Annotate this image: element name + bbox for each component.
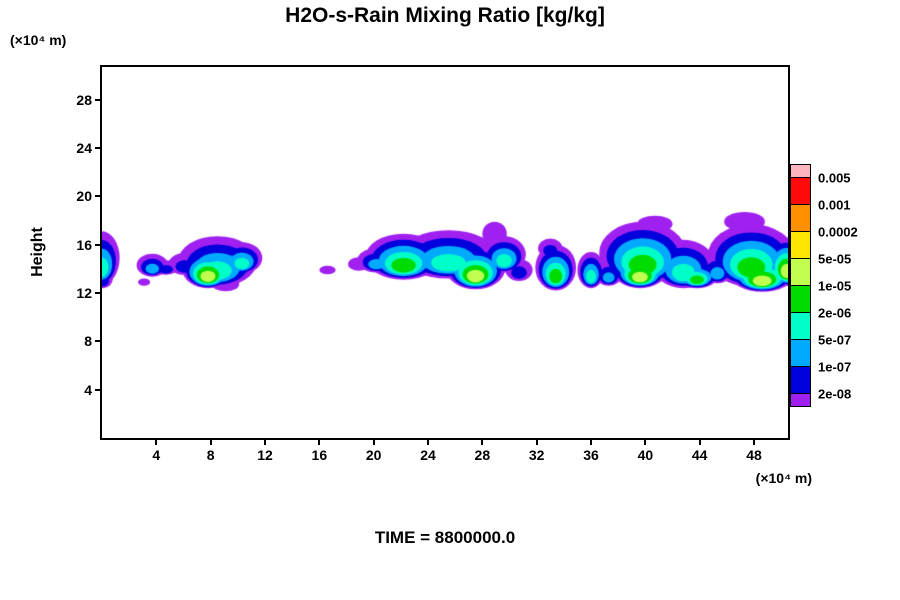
colorbar-segment — [790, 231, 811, 259]
colorbar-label: 2e-08 — [818, 386, 852, 402]
colorbar-labels: 0.005 0.001 0.0002 5e-05 1e-05 2e-06 5e-07 1e-0… — [818, 164, 888, 418]
colorbar-label: 1e-05 — [818, 278, 852, 294]
y-tick-mark — [95, 98, 102, 101]
colorbar-segment — [790, 258, 811, 286]
y-axis-title: Height — [29, 227, 46, 277]
x-tick-mark — [264, 438, 266, 445]
y-tick-label: 24 — [76, 139, 92, 156]
y-axis-unit-label: (×10⁴ m) — [10, 32, 67, 48]
y-tick-mark — [95, 291, 102, 294]
chart-title: H2O-s-Rain Mixing Ratio [kg/kg] — [285, 4, 605, 27]
x-tick-mark — [481, 438, 484, 445]
x-tick-label: 32 — [528, 447, 545, 463]
colorbar-segment — [790, 339, 811, 367]
colorbar-segment — [790, 164, 811, 178]
contour-canvas — [102, 67, 788, 438]
x-tick-label: 20 — [365, 447, 382, 463]
x-tick-label: 48 — [746, 447, 762, 463]
colorbar-segment — [790, 366, 811, 394]
y-tick-mark — [95, 146, 102, 149]
y-tick-label: 28 — [76, 91, 92, 108]
x-tick-mark — [753, 438, 756, 445]
y-tick-mark — [95, 195, 102, 198]
y-tick-mark — [95, 340, 102, 343]
colorbar-label: 0.0002 — [818, 224, 858, 240]
colorbar-segment — [790, 312, 811, 340]
x-tick-mark — [427, 438, 430, 445]
colorbar-label: 1e-07 — [818, 359, 852, 375]
colorbar-label: 5e-05 — [818, 251, 852, 267]
x-tick-mark — [590, 438, 593, 445]
x-tick-mark — [209, 438, 212, 445]
x-tick-mark — [372, 438, 375, 445]
x-tick-label: 40 — [637, 447, 654, 463]
y-tick-label: 12 — [76, 284, 92, 301]
y-tick-mark — [95, 243, 102, 246]
y-tick-label: 20 — [76, 188, 92, 205]
x-tick-label: 28 — [474, 447, 491, 463]
colorbar — [790, 164, 811, 407]
x-tick-label: 24 — [420, 447, 436, 463]
time-annotation: TIME = 8800000.0 — [374, 528, 516, 547]
colorbar-segment — [790, 393, 811, 407]
x-tick-label: 12 — [257, 447, 273, 463]
y-tick-label: 8 — [84, 333, 92, 350]
x-tick-mark — [318, 438, 321, 445]
y-tick-mark — [95, 388, 102, 391]
plot-area: 4 8 12 16 20 24 28 32 36 40 44 48 4 8 12 16 20 24 28 — [76, 65, 790, 463]
x-tick-mark — [644, 438, 647, 445]
colorbar-label: 0.001 — [818, 197, 851, 213]
y-tick-label: 4 — [84, 381, 92, 398]
x-tick-label: 44 — [691, 447, 708, 463]
y-tick-label: 16 — [76, 236, 92, 253]
x-tick-label: 36 — [583, 447, 599, 463]
x-tick-mark — [155, 438, 158, 445]
colorbar-label: 0.005 — [818, 170, 851, 186]
x-tick-mark — [698, 438, 701, 445]
x-tick-label: 8 — [206, 447, 215, 463]
colorbar-segment — [790, 204, 811, 232]
colorbar-label: 2e-06 — [818, 305, 852, 321]
x-tick-label: 4 — [152, 447, 161, 463]
x-tick-label: 16 — [311, 447, 328, 463]
colorbar-label: 5e-07 — [818, 332, 852, 348]
x-axis-unit-label: (×10⁴ m) — [755, 470, 812, 486]
x-tick-mark — [535, 438, 538, 445]
colorbar-segment — [790, 177, 811, 205]
colorbar-segment — [790, 285, 811, 313]
